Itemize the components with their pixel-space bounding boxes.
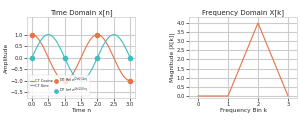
- Line: CT Cosine: CT Cosine: [32, 35, 130, 81]
- Y-axis label: Magnitude |X[k]|: Magnitude |X[k]|: [169, 33, 175, 82]
- CT Sine: [77, 79, 80, 81]
- Title: Time Domain x[n]: Time Domain x[n]: [50, 10, 112, 16]
- CT Cosine: [83, 48, 87, 50]
- DT Re($e^{j2\pi(2/4)n}$): [96, 34, 99, 36]
- CT Cosine: [77, 62, 80, 64]
- CT Cosine: [128, 80, 132, 81]
- CT Sine: [46, 34, 50, 36]
- X-axis label: Time n: Time n: [71, 108, 91, 113]
- CT Sine: [128, 57, 132, 58]
- X-axis label: Frequency Bin k: Frequency Bin k: [220, 108, 266, 113]
- Line: DT Im($e^{j2\pi(2/4)n}$): DT Im($e^{j2\pi(2/4)n}$): [30, 55, 132, 60]
- DT Re($e^{j2\pi(2/4)n}$): [128, 80, 132, 81]
- DT Re($e^{j2\pi(2/4)n}$): [63, 80, 66, 81]
- Line: CT Sine: CT Sine: [32, 35, 130, 81]
- CT Sine: [84, 78, 87, 79]
- Legend: CT Cosine, CT Sine, DT Re($e^{j2\pi(2/4)n}$), DT Im($e^{j2\pi(2/4)n}$): CT Cosine, CT Sine, DT Re($e^{j2\pi(2/4)…: [29, 75, 90, 96]
- DT Im($e^{j2\pi(2/4)n}$): [63, 57, 66, 58]
- CT Cosine: [126, 79, 130, 81]
- CT Sine: [126, 53, 130, 54]
- CT Sine: [111, 34, 115, 36]
- CT Sine: [89, 70, 92, 72]
- CT Sine: [79, 80, 83, 81]
- Title: Frequency Domain X[k]: Frequency Domain X[k]: [202, 10, 284, 16]
- Y-axis label: Amplitude: Amplitude: [4, 42, 9, 73]
- CT Sine: [77, 79, 81, 81]
- CT Cosine: [111, 54, 114, 55]
- CT Sine: [30, 57, 34, 58]
- DT Im($e^{j2\pi(2/4)n}$): [96, 57, 99, 58]
- DT Im($e^{j2\pi(2/4)n}$): [128, 57, 132, 58]
- CT Cosine: [77, 61, 81, 63]
- DT Im($e^{j2\pi(2/4)n}$): [30, 57, 34, 58]
- DT Re($e^{j2\pi(2/4)n}$): [30, 34, 34, 36]
- Line: DT Re($e^{j2\pi(2/4)n}$): DT Re($e^{j2\pi(2/4)n}$): [30, 33, 132, 83]
- CT Cosine: [88, 39, 92, 40]
- CT Cosine: [30, 34, 34, 36]
